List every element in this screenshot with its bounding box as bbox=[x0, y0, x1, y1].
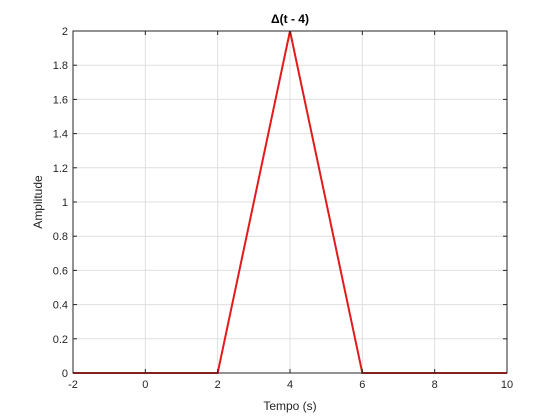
grid-lines bbox=[73, 31, 507, 373]
x-tick-label: -2 bbox=[68, 379, 78, 391]
x-tick-label: 8 bbox=[432, 379, 438, 391]
y-tick-label: 1 bbox=[62, 197, 68, 209]
x-tick-label: 4 bbox=[287, 379, 293, 391]
x-tick-label: 2 bbox=[215, 379, 221, 391]
y-tick-label: 1.8 bbox=[53, 60, 68, 72]
y-axis-label: Amplitude bbox=[31, 175, 45, 229]
y-tick-label: 0.2 bbox=[53, 334, 68, 346]
x-tick-label: 10 bbox=[501, 379, 513, 391]
y-tick-label: 1.2 bbox=[53, 163, 68, 175]
x-tick-label: 6 bbox=[359, 379, 365, 391]
y-tick-label: 2 bbox=[62, 26, 68, 38]
chart-title: Δ(t - 4) bbox=[271, 12, 309, 26]
x-tick-label: 0 bbox=[142, 379, 148, 391]
x-axis-label: Tempo (s) bbox=[263, 399, 316, 413]
y-tick-label: 0 bbox=[62, 368, 68, 380]
y-tick-label: 1.4 bbox=[53, 129, 68, 141]
y-tick-label: 0.6 bbox=[53, 265, 68, 277]
y-tick-label: 0.8 bbox=[53, 231, 68, 243]
y-tick-label: 1.6 bbox=[53, 94, 68, 106]
y-tick-label: 0.4 bbox=[53, 300, 68, 312]
